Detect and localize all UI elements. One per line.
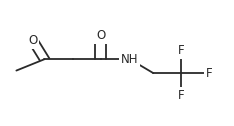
Text: F: F — [178, 44, 185, 57]
Text: F: F — [178, 89, 185, 102]
Text: O: O — [96, 29, 105, 42]
Text: F: F — [206, 67, 213, 80]
Text: NH: NH — [121, 53, 139, 66]
Text: O: O — [28, 34, 37, 47]
